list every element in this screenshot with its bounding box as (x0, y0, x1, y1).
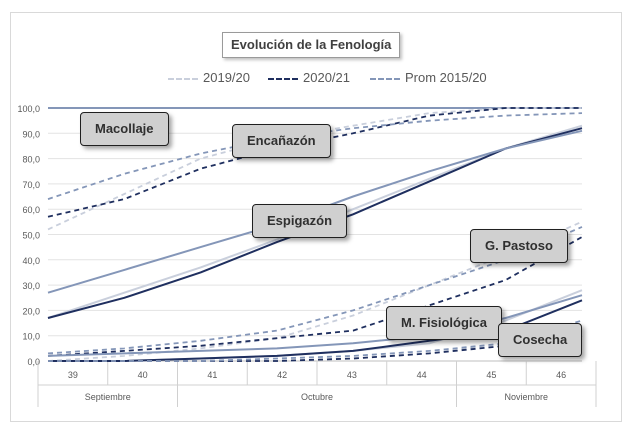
y-tick-label: 40,0 (22, 256, 40, 266)
x-tick-label: 41 (207, 370, 217, 380)
legend-item-prom-2015-20: Prom 2015/20 (370, 70, 487, 85)
annotation-encanazon: Encañazón (232, 124, 331, 158)
y-tick-label: 30,0 (22, 281, 40, 291)
legend-item-2019-20: 2019/20 (168, 70, 250, 85)
x-tick-label: 40 (138, 370, 148, 380)
series-line-cosecha-prom-2015-20 (48, 319, 583, 362)
y-tick-label: 10,0 (22, 332, 40, 342)
annotation-g-pastoso: G. Pastoso (470, 229, 568, 263)
annotation-m-fisiologica: M. Fisiológica (386, 306, 502, 340)
legend-item-2020-21: 2020/21 (268, 70, 350, 85)
x-tick-label: 43 (347, 370, 357, 380)
x-tick-label: 46 (556, 370, 566, 380)
annotation-macollaje: Macollaje (80, 112, 169, 146)
y-tick-label: 0,0 (27, 357, 40, 367)
x-tick-label: 42 (277, 370, 287, 380)
series-line-encanazon-2020-21 (47, 107, 582, 218)
y-tick-label: 80,0 (22, 155, 40, 165)
legend-swatch-prom-2015-20 (370, 77, 400, 80)
annotation-cosecha: Cosecha (498, 323, 583, 357)
x-group-label: Noviembre (504, 392, 548, 402)
annotation-espigazon: Espigazón (252, 204, 348, 238)
legend-label-prom-2015-20: Prom 2015/20 (405, 70, 487, 85)
y-tick-label: 50,0 (22, 231, 40, 241)
y-tick-label: 100,0 (17, 104, 40, 114)
y-tick-label: 90,0 (22, 129, 40, 139)
legend-label-2019-20: 2019/20 (203, 70, 250, 85)
y-tick-label: 60,0 (22, 205, 40, 215)
x-group-label: Septiembre (85, 392, 131, 402)
x-group-label: Octubre (301, 392, 333, 402)
y-tick-label: 70,0 (22, 180, 40, 190)
legend-swatch-2020-21 (268, 77, 298, 80)
legend-swatch-2019-20 (168, 77, 198, 80)
y-tick-label: 20,0 (22, 306, 40, 316)
chart-title: Evolución de la Fenología (222, 32, 401, 58)
series-line-cosecha-2020-21 (48, 334, 583, 362)
x-tick-label: 39 (68, 370, 78, 380)
series-line-g-pastoso-2020-21 (47, 236, 583, 357)
x-tick-label: 45 (486, 370, 496, 380)
legend-label-2020-21: 2020/21 (303, 70, 350, 85)
series-line-encanazon-prom-2015-20 (47, 112, 583, 200)
x-tick-label: 44 (417, 370, 427, 380)
